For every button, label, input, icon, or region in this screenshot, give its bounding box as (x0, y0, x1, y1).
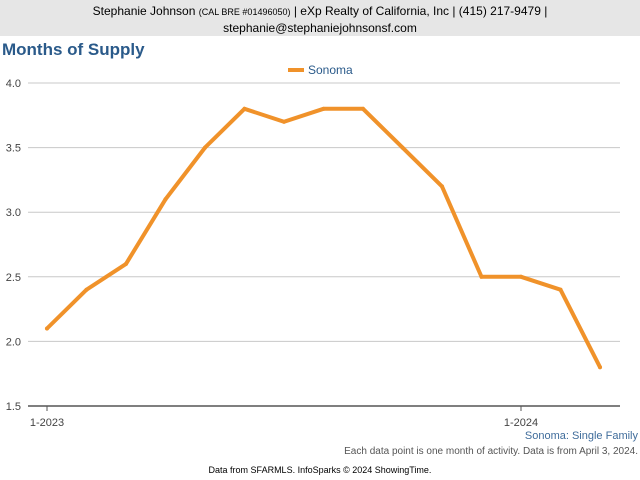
data-point (519, 274, 523, 279)
agent-header-line1: Stephanie Johnson (CAL BRE #01496050) | … (0, 0, 640, 20)
data-point (84, 287, 89, 292)
data-point (440, 184, 444, 189)
data-point (400, 145, 405, 150)
data-point (242, 106, 247, 111)
x-tick-label: 1-2023 (30, 417, 64, 429)
y-tick-label: 2.0 (6, 336, 21, 348)
agent-header: Stephanie Johnson (CAL BRE #01496050) | … (0, 0, 640, 36)
data-point (558, 287, 563, 292)
data-point (203, 145, 207, 150)
data-point (361, 106, 365, 111)
y-tick-label: 3.5 (6, 143, 21, 155)
y-tick-label: 4.0 (6, 78, 21, 90)
data-source-footer: Data from SFARMLS. InfoSparks © 2024 Sho… (208, 465, 432, 475)
y-tick-label: 2.5 (6, 272, 21, 284)
chart-subtitle: Sonoma: Single Family (524, 430, 638, 442)
agent-company: | eXp Realty of California, Inc | (415) … (293, 4, 548, 18)
agent-license: (CAL BRE #01496050) (198, 7, 291, 17)
data-point (598, 365, 602, 370)
data-point (124, 261, 128, 266)
data-point (282, 119, 286, 124)
y-tick-label: 3.0 (6, 207, 21, 219)
legend-label: Sonoma (308, 63, 353, 77)
y-tick-label: 1.5 (6, 401, 21, 413)
data-point (163, 197, 168, 202)
data-point (479, 274, 484, 279)
chart-note: Each data point is one month of activity… (344, 446, 638, 457)
x-tick-label: 1-2024 (504, 417, 538, 429)
agent-name: Stephanie Johnson (92, 4, 196, 18)
data-point (45, 326, 49, 331)
agent-email: stephanie@stephaniejohnsonsf.com (223, 21, 417, 35)
chart-title: Months of Supply (2, 40, 145, 59)
data-point (321, 106, 326, 111)
